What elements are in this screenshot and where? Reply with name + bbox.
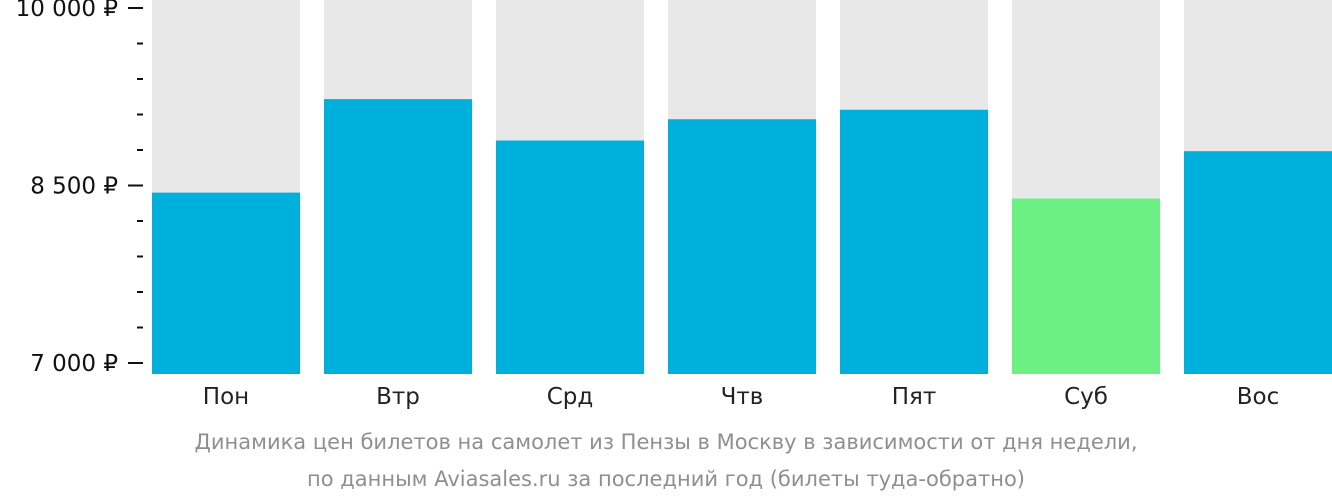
bar-0 (152, 192, 300, 374)
bar-3 (668, 119, 816, 374)
bar-5 (1012, 198, 1160, 374)
category-label-2: Срд (547, 384, 594, 410)
category-label-6: Вос (1237, 384, 1280, 410)
category-label-0: Пон (203, 384, 249, 410)
bar-1 (324, 99, 472, 374)
category-label-4: Пят (892, 384, 937, 410)
bar-6 (1184, 151, 1332, 374)
y-tick-label-2: 7 000 ₽ (30, 351, 118, 377)
category-label-3: Чтв (721, 384, 764, 410)
y-tick-label-1: 8 500 ₽ (30, 174, 118, 200)
bar-4 (840, 109, 988, 375)
category-label-1: Втр (376, 384, 420, 410)
y-tick-label-0: 10 000 ₽ (16, 0, 118, 22)
category-label-5: Суб (1064, 384, 1108, 410)
bar-2 (496, 140, 644, 374)
bar-chart: Пон Втр Срд Чтв Пят Суб Вос 10 000 ₽ 8 500 ₽ 7 00… (16, 0, 1332, 410)
chart-caption-line-1: Динамика цен билетов на самолет из Пензы… (194, 430, 1138, 454)
chart-caption-line-2: по данным Aviasales.ru за последний год … (307, 467, 1025, 491)
